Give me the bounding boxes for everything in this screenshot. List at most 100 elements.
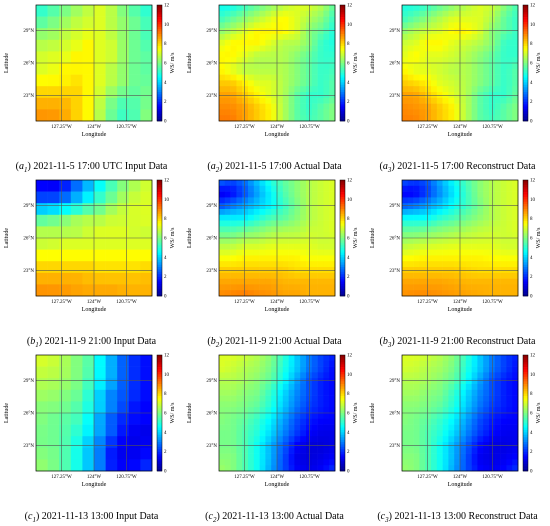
heatmap-cell (442, 384, 449, 391)
heatmap-cell (494, 366, 501, 373)
heatmap-cells (402, 5, 519, 122)
heatmap-cell (448, 10, 455, 17)
heatmap-cell (300, 378, 307, 385)
colorbar-segment (523, 398, 528, 402)
heatmap-cell (477, 57, 484, 64)
heatmap-cell (248, 39, 255, 46)
heatmap-cell (477, 39, 484, 46)
heatmap-cell (402, 51, 409, 58)
heatmap-cell (294, 366, 301, 373)
heatmap-cell (317, 220, 324, 227)
heatmap-cell (454, 407, 461, 414)
colorbar-segment (340, 70, 345, 73)
heatmap-cell (294, 378, 301, 385)
colorbar-tick-label: 8 (164, 42, 167, 47)
heatmap-cell (465, 45, 472, 52)
heatmap-cell (431, 57, 438, 64)
colorbar-segment (340, 218, 345, 222)
heatmap-cell (36, 401, 48, 414)
heatmap-cell (500, 272, 507, 279)
heatmap-cell (224, 418, 231, 425)
heatmap-cell (288, 255, 295, 262)
heatmap-cell (36, 86, 48, 99)
heatmap-cell (500, 243, 507, 250)
heatmap-cell (471, 209, 478, 216)
heatmap-cell (448, 238, 455, 245)
heatmap-cell (402, 372, 409, 379)
heatmap-cell (407, 267, 414, 274)
heatmap-cell (265, 407, 272, 414)
colorbar-segment (157, 218, 162, 222)
heatmap-cell (82, 39, 95, 52)
heatmap-cell (288, 10, 295, 17)
heatmap-cell (248, 86, 255, 93)
heatmap-cell (236, 378, 243, 385)
heatmap-cell (407, 86, 414, 93)
heatmap-cell (436, 378, 443, 385)
panel-c2: 29°N 26°N 23°N 127.25°W 124°W 120.75°W Longitu… (183, 350, 366, 525)
heatmap-cell (224, 220, 231, 227)
heatmap-cell (248, 115, 255, 122)
heatmap-cell (465, 360, 472, 367)
x-tick-label: 127.25°W (417, 300, 438, 305)
heatmap-cell (436, 255, 443, 262)
colorbar-segment (157, 269, 162, 273)
heatmap-cell (489, 261, 496, 268)
heatmap-cell (419, 290, 426, 297)
heatmap-cell (323, 51, 330, 58)
heatmap-cell (489, 80, 496, 87)
heatmap-cell (471, 418, 478, 425)
heatmap-cell (431, 109, 438, 116)
heatmap-cell (477, 5, 484, 12)
heatmap-cell (431, 430, 438, 437)
heatmap-cell (471, 465, 478, 472)
colorbar-segment (523, 427, 528, 431)
heatmap-cell (402, 401, 409, 408)
heatmap-cell (236, 384, 243, 391)
heatmap-cell (128, 366, 141, 379)
colorbar-segment (523, 461, 528, 465)
heatmap-cell (242, 442, 249, 449)
heatmap-cell (265, 74, 272, 81)
colorbar-segment (157, 279, 162, 282)
heatmap-cell (277, 232, 284, 239)
heatmap-cell (494, 442, 501, 449)
heatmap-cell (329, 267, 336, 274)
heatmap-cell (465, 261, 472, 268)
heatmap-cell (442, 418, 449, 425)
heatmap-cell (288, 384, 295, 391)
heatmap-cell (311, 68, 318, 75)
heatmap-cell (477, 261, 484, 268)
heatmap-cell (288, 63, 295, 70)
panel-letter: a (382, 161, 388, 172)
heatmap-cell (282, 249, 289, 256)
heatmap-cell (259, 191, 266, 198)
heatmap-cell (483, 232, 490, 239)
heatmap-cell (253, 378, 260, 385)
heatmap-cell (253, 407, 260, 414)
heatmap-cell (219, 63, 226, 70)
heatmap-cell (500, 453, 507, 460)
heatmap-cell (512, 261, 519, 268)
heatmap-cell (306, 103, 313, 110)
colorbar-tick-label: 8 (164, 217, 167, 222)
heatmap-cell (317, 407, 324, 414)
colorbar-segment (523, 101, 528, 105)
heatmap-cell (477, 407, 484, 414)
heatmap-cell (448, 34, 455, 41)
colorbar-segment (340, 180, 345, 183)
heatmap-cell (512, 34, 519, 41)
y-tick-label: 29°N (23, 379, 34, 384)
heatmap-cell (402, 465, 409, 472)
heatmap-cell (460, 103, 467, 110)
heatmap-cell (265, 209, 272, 216)
heatmap-cell (460, 109, 467, 116)
heatmap-cell (311, 34, 318, 41)
heatmap-cell (311, 401, 318, 408)
colorbar-segment (340, 60, 345, 64)
heatmap-cell (425, 45, 432, 52)
heatmap-cell (140, 203, 153, 216)
colorbar-segment (157, 204, 162, 207)
heatmap-cell (294, 360, 301, 367)
